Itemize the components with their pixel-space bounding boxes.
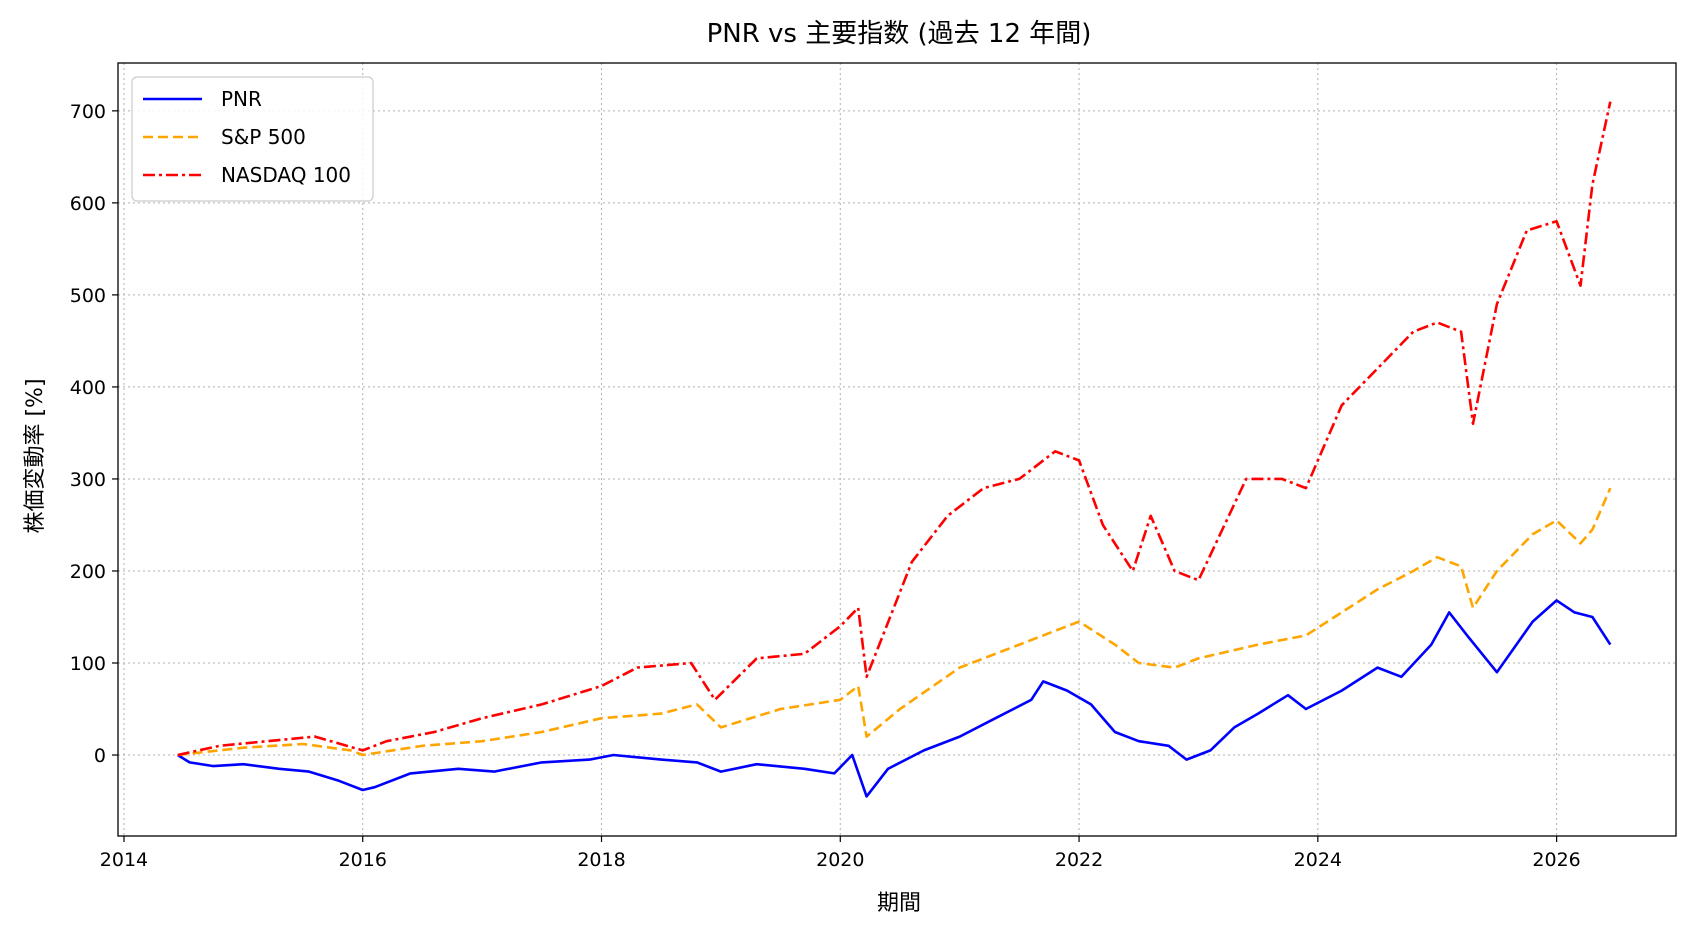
- y-tick-label: 300: [70, 469, 106, 491]
- legend-label: NASDAQ 100: [221, 163, 351, 187]
- x-tick-label: 2020: [816, 849, 864, 871]
- y-tick-label: 200: [70, 561, 106, 583]
- x-axis-label: 期間: [877, 891, 921, 916]
- series-line-2: [177, 487, 1612, 757]
- x-tick-label: 2014: [100, 849, 148, 871]
- y-tick-label: 500: [70, 285, 106, 307]
- y-axis: 0 100 200 300 400 500 600 700: [70, 101, 118, 767]
- y-tick-label: 700: [70, 101, 106, 123]
- series-line-1: [177, 599, 1612, 798]
- legend-label: PNR: [221, 87, 262, 111]
- y-tick-label: 600: [70, 193, 106, 215]
- legend: PNR S&P 500 NASDAQ 100: [131, 76, 374, 202]
- legend-label: S&P 500: [221, 125, 306, 149]
- y-tick-label: 400: [70, 377, 106, 399]
- series-layer: [177, 101, 1612, 798]
- x-tick-label: 2022: [1055, 849, 1103, 871]
- grid-lines: [118, 63, 1676, 836]
- x-tick-label: 2024: [1294, 849, 1342, 871]
- x-tick-label: 2026: [1532, 849, 1580, 871]
- x-axis: 2014 2016 2018 2020 2022 2024 2026: [100, 836, 1581, 871]
- y-tick-label: 100: [70, 653, 106, 675]
- y-axis-label: 株価変動率 [%]: [23, 378, 48, 533]
- y-tick-label: 0: [94, 745, 106, 767]
- x-tick-label: 2018: [577, 849, 625, 871]
- x-tick-label: 2016: [339, 849, 387, 871]
- series-line-3: [177, 101, 1612, 757]
- plot-frame: [117, 62, 1677, 837]
- legend-box: [131, 76, 374, 202]
- chart-title: PNR vs 主要指数 (過去 12 年間): [707, 19, 1092, 49]
